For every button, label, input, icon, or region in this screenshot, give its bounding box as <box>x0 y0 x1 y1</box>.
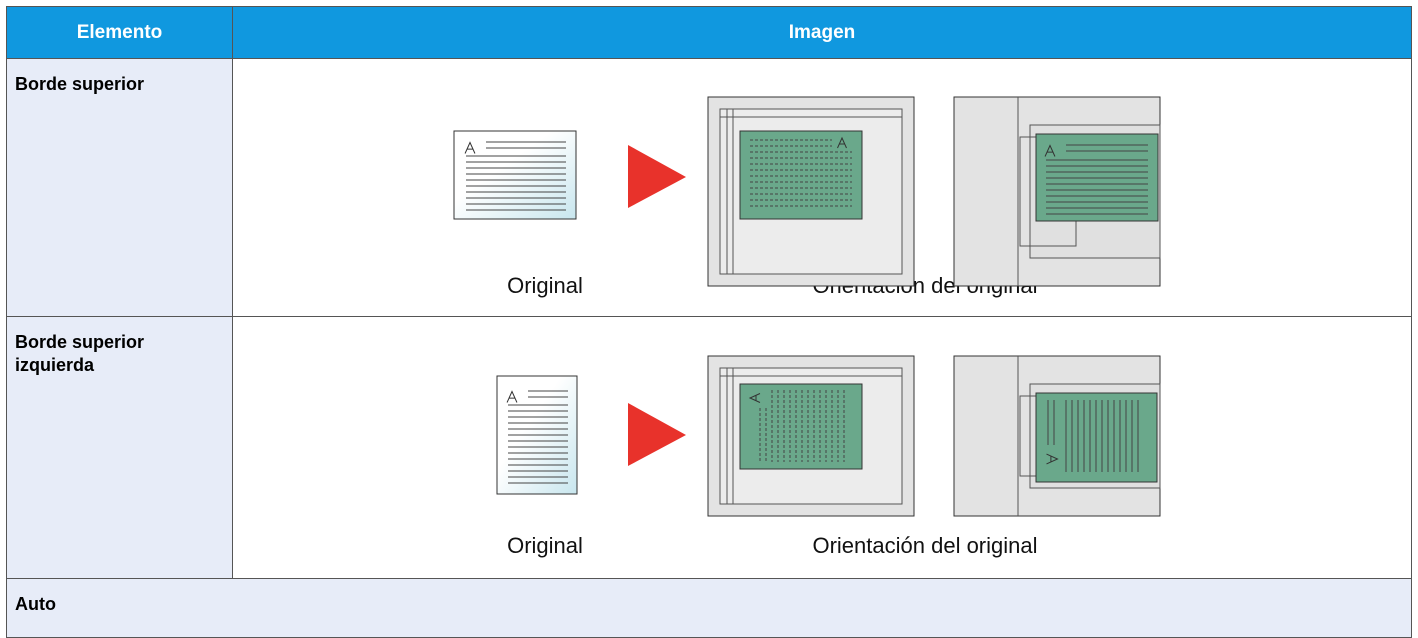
glyph <box>748 393 761 403</box>
caption: Original <box>507 273 583 298</box>
caption: Orientación del original <box>812 533 1038 558</box>
original <box>453 130 577 220</box>
arrow <box>628 145 686 208</box>
glyph <box>506 390 518 403</box>
caption: Original <box>507 533 583 558</box>
arrow <box>628 403 686 466</box>
glyph <box>1044 144 1056 157</box>
glyph <box>1046 453 1059 465</box>
header-cell: Elemento <box>6 6 233 59</box>
item-cell: Borde superior <box>6 58 233 317</box>
glyph <box>464 141 476 154</box>
glyph <box>837 136 847 149</box>
